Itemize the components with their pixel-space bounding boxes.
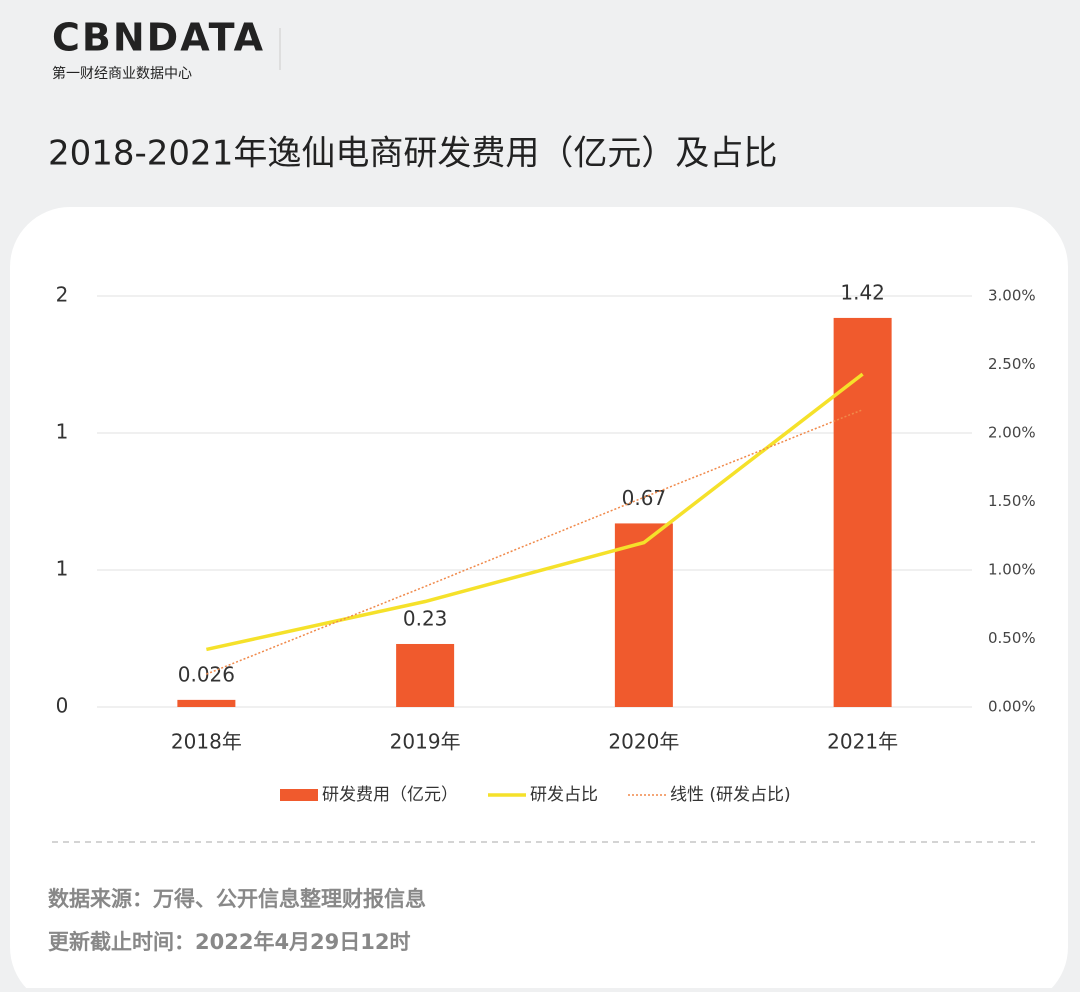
chart-title: 2018-2021年逸仙电商研发费用（亿元）及占比 <box>48 134 777 174</box>
y-tick-label: 1 <box>56 557 69 581</box>
source: 数据来源：万得、公开信息整理财报信息 <box>48 887 426 911</box>
trend-line <box>206 409 863 675</box>
line <box>206 372 864 652</box>
bar <box>396 643 455 707</box>
y-tick-label: 1 <box>56 420 69 444</box>
data-label: 1.42 <box>840 280 885 304</box>
data-label: 0.67 <box>622 486 667 510</box>
bar <box>177 699 236 707</box>
bar <box>833 317 892 707</box>
data-label: 0.23 <box>403 606 448 630</box>
y2-tick-label: 2.50% <box>988 355 1036 373</box>
bar <box>614 523 673 707</box>
y2-tick-label: 1.50% <box>988 492 1036 510</box>
y2-tick-label: 0.50% <box>988 629 1036 647</box>
y2-tick-label: 2.00% <box>988 424 1036 442</box>
y-tick-label: 0 <box>56 694 69 718</box>
legend-swatch <box>280 789 318 801</box>
y2-tick-label: 0.00% <box>988 698 1036 716</box>
y2-tick-label: 3.00% <box>988 287 1036 305</box>
x-tick-label: 2021年 <box>827 730 898 754</box>
logo: CBNDATA <box>52 16 265 60</box>
legend-label: 线性 (研发占比) <box>670 785 791 805</box>
x-tick-label: 2020年 <box>608 730 679 754</box>
card <box>10 207 1068 992</box>
y-tick-label: 2 <box>56 283 69 307</box>
legend-label: 研发占比 <box>530 785 598 805</box>
updated: 更新截止时间：2022年4月29日12时 <box>48 930 411 954</box>
legend-label: 研发费用（亿元） <box>322 785 458 805</box>
x-tick-label: 2018年 <box>171 730 242 754</box>
x-tick-label: 2019年 <box>390 730 461 754</box>
y2-tick-label: 1.00% <box>988 561 1036 579</box>
logo-subtitle: 第一财经商业数据中心 <box>52 65 192 82</box>
